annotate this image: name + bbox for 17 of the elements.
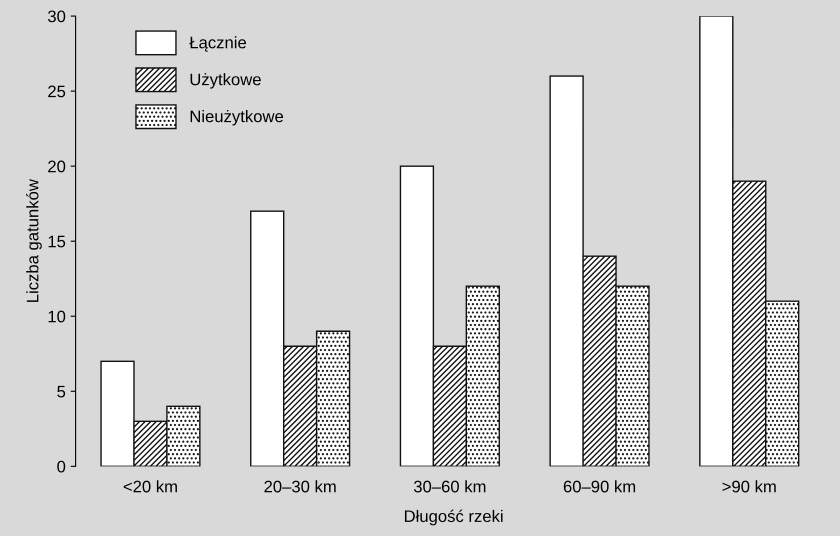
y-axis-title: Liczba gatunków — [26, 179, 42, 302]
x-axis-title: Długość rzeki — [404, 510, 502, 526]
legend-label: Nieużytkowe — [190, 110, 284, 126]
y-tick-label: 20 — [48, 160, 66, 172]
y-tick-label: 0 — [57, 460, 66, 473]
x-tick-label: 20–30 km — [264, 480, 336, 492]
y-tick-label: 5 — [57, 386, 66, 398]
y-tick-label: 25 — [48, 86, 66, 98]
legend-label: Użytkowe — [190, 73, 261, 89]
legend-label: Łącznie — [189, 36, 246, 52]
x-tick-label: <20 km — [124, 480, 177, 492]
x-tick-label: >90 km — [722, 480, 776, 492]
y-tick-label: 10 — [48, 310, 66, 322]
y-tick-label: 30 — [48, 10, 66, 22]
x-tick-label: 60–90 km — [564, 480, 636, 492]
x-tick-label: 30–60 km — [414, 480, 486, 492]
y-tick-label: 15 — [48, 236, 66, 248]
